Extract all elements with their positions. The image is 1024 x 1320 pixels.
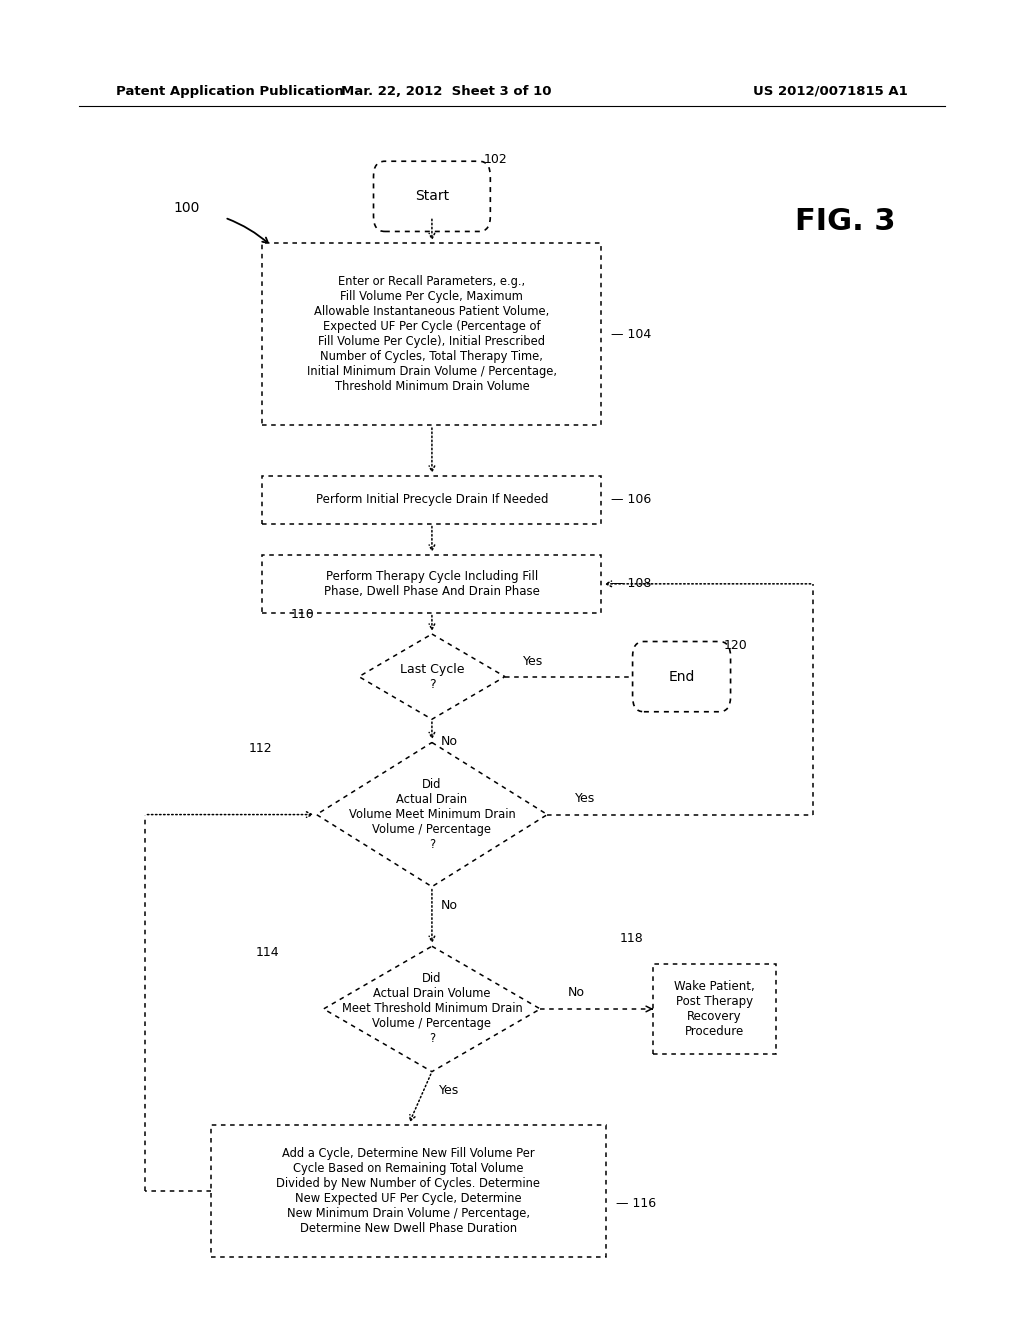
Text: Perform Therapy Cycle Including Fill
Phase, Dwell Phase And Drain Phase: Perform Therapy Cycle Including Fill Pha…	[324, 570, 540, 598]
Text: — 106: — 106	[611, 494, 651, 507]
Text: — 116: — 116	[615, 1197, 655, 1210]
Text: Add a Cycle, Determine New Fill Volume Per
Cycle Based on Remaining Total Volume: Add a Cycle, Determine New Fill Volume P…	[276, 1147, 541, 1234]
Text: 100: 100	[174, 201, 200, 215]
Bar	[262, 477, 601, 524]
Text: — 108: — 108	[611, 577, 651, 590]
Text: 102: 102	[483, 153, 508, 166]
Text: Last Cycle
?: Last Cycle ?	[399, 663, 464, 690]
FancyBboxPatch shape	[633, 642, 730, 711]
FancyBboxPatch shape	[374, 161, 490, 231]
Text: No: No	[567, 986, 585, 999]
Text: 114: 114	[255, 946, 279, 958]
Text: Enter or Recall Parameters, e.g.,
Fill Volume Per Cycle, Maximum
Allowable Insta: Enter or Recall Parameters, e.g., Fill V…	[307, 276, 557, 393]
Text: Did
Actual Drain
Volume Meet Minimum Drain
Volume / Percentage
?: Did Actual Drain Volume Meet Minimum Dra…	[348, 777, 515, 851]
Bar	[211, 1125, 606, 1257]
Text: Wake Patient,
Post Therapy
Recovery
Procedure: Wake Patient, Post Therapy Recovery Proc…	[674, 979, 755, 1038]
Bar	[262, 243, 601, 425]
Text: 120: 120	[724, 639, 748, 652]
Polygon shape	[324, 946, 541, 1072]
Text: Yes: Yes	[438, 1084, 459, 1097]
Bar	[653, 964, 776, 1055]
Text: Mar. 22, 2012  Sheet 3 of 10: Mar. 22, 2012 Sheet 3 of 10	[341, 84, 551, 98]
Text: 118: 118	[621, 932, 644, 945]
Text: — 104: — 104	[611, 327, 651, 341]
Text: No: No	[440, 899, 458, 912]
Text: No: No	[440, 735, 458, 748]
Bar	[262, 554, 601, 612]
Text: 112: 112	[248, 742, 271, 755]
Text: US 2012/0071815 A1: US 2012/0071815 A1	[753, 84, 907, 98]
Text: FIG. 3: FIG. 3	[795, 207, 895, 236]
Text: Yes: Yes	[574, 792, 595, 805]
Text: Yes: Yes	[523, 655, 544, 668]
Text: Start: Start	[415, 189, 449, 203]
Text: 110: 110	[291, 609, 314, 622]
Polygon shape	[358, 634, 505, 719]
Text: End: End	[669, 669, 694, 684]
Text: Patent Application Publication: Patent Application Publication	[117, 84, 344, 98]
Polygon shape	[316, 742, 547, 887]
Text: Perform Initial Precycle Drain If Needed: Perform Initial Precycle Drain If Needed	[315, 494, 548, 507]
Text: Did
Actual Drain Volume
Meet Threshold Minimum Drain
Volume / Percentage
?: Did Actual Drain Volume Meet Threshold M…	[342, 973, 522, 1045]
